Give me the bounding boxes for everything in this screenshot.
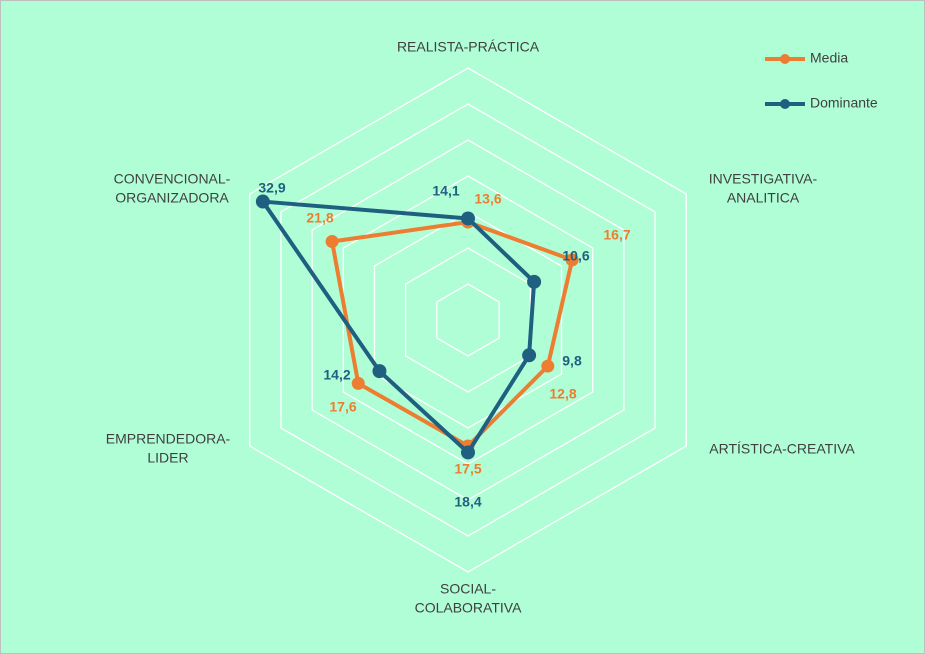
category-label: EMPRENDEDORA-	[106, 431, 231, 447]
category-label: COLABORATIVA	[415, 600, 523, 616]
data-point	[325, 235, 339, 249]
data-point	[255, 194, 270, 209]
data-label: 14,2	[323, 367, 350, 383]
grid-ring	[249, 67, 687, 573]
data-label: 14,1	[432, 183, 459, 199]
data-label: 13,6	[474, 191, 501, 207]
data-label: 12,8	[549, 386, 576, 402]
data-label: 10,6	[562, 248, 589, 264]
category-label: CONVENCIONAL-	[114, 171, 231, 187]
category-label: LIDER	[147, 450, 188, 466]
category-label: REALISTA-PRÁCTICA	[397, 39, 540, 55]
data-point	[565, 253, 579, 267]
data-label: 18,4	[454, 494, 481, 510]
category-label: INVESTIGATIVA-	[709, 171, 818, 187]
legend-label: Media	[810, 50, 848, 66]
data-label: 16,7	[603, 227, 630, 243]
category-label: SOCIAL-	[440, 581, 496, 597]
grid-ring	[436, 283, 500, 357]
data-label: 21,8	[306, 210, 333, 226]
data-label: 9,8	[562, 353, 582, 369]
legend-marker	[780, 54, 790, 64]
grid-ring	[280, 103, 656, 537]
data-point	[461, 211, 475, 226]
data-point	[541, 359, 555, 373]
grid-ring	[342, 175, 594, 465]
data-label: 17,6	[329, 399, 356, 415]
grid-ring	[373, 211, 563, 429]
data-label: 17,5	[454, 461, 481, 477]
legend-marker	[780, 99, 790, 109]
data-point	[522, 348, 537, 363]
category-label: ANALITICA	[727, 190, 800, 206]
data-point	[351, 376, 365, 390]
data-point	[372, 364, 387, 379]
data-point	[527, 274, 542, 289]
category-label: ARTÍSTICA-CREATIVA	[709, 441, 855, 457]
category-label: ORGANIZADORA	[115, 190, 229, 206]
data-label: 32,9	[258, 180, 285, 196]
data-point	[461, 445, 475, 460]
legend-label: Dominante	[810, 95, 878, 111]
grid-ring	[311, 139, 625, 501]
